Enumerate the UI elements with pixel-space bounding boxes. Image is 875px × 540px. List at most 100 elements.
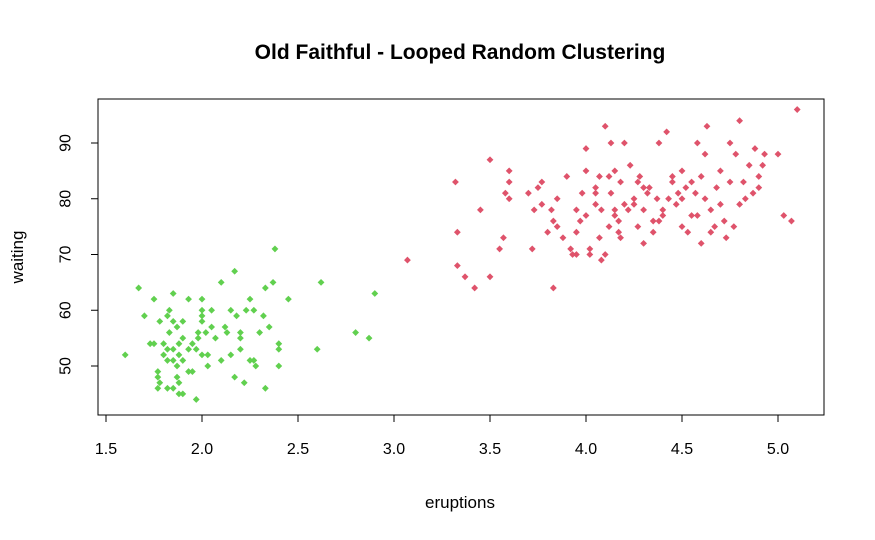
- data-point: [352, 329, 359, 336]
- data-point: [780, 212, 788, 219]
- data-point: [217, 357, 225, 364]
- data-point: [173, 373, 181, 381]
- data-point: [573, 206, 580, 214]
- data-point: [165, 329, 173, 336]
- data-point: [185, 295, 192, 303]
- data-point: [208, 323, 215, 331]
- data-point: [233, 312, 240, 320]
- data-point: [655, 139, 663, 147]
- data-point: [573, 228, 580, 236]
- data-point: [160, 351, 167, 359]
- data-point: [164, 345, 171, 353]
- data-point: [596, 234, 603, 242]
- data-point: [630, 200, 638, 208]
- data-point: [453, 262, 461, 270]
- data-point: [548, 206, 555, 214]
- data-point: [285, 295, 292, 303]
- data-point: [525, 189, 532, 197]
- data-point: [175, 351, 183, 359]
- data-point: [774, 150, 782, 158]
- data-point: [269, 278, 277, 286]
- data-point: [237, 334, 244, 342]
- data-point: [693, 139, 701, 147]
- data-point: [655, 217, 663, 225]
- data-point: [674, 189, 682, 197]
- data-point: [636, 173, 644, 180]
- data-point: [644, 189, 651, 197]
- data-point: [164, 357, 171, 364]
- data-point: [751, 145, 759, 152]
- data-point: [275, 340, 283, 348]
- data-point: [707, 206, 715, 214]
- data-point: [175, 379, 183, 387]
- data-point: [198, 318, 206, 325]
- data-point: [615, 228, 623, 236]
- data-point: [227, 306, 235, 314]
- data-point: [736, 200, 743, 208]
- data-point: [605, 173, 613, 180]
- data-point: [154, 384, 162, 392]
- data-points: [121, 106, 801, 403]
- data-point: [275, 362, 283, 370]
- data-point: [194, 329, 202, 336]
- data-point: [185, 368, 192, 375]
- data-point: [713, 184, 720, 191]
- data-point: [678, 167, 686, 175]
- data-point: [202, 329, 210, 336]
- y-tick-label: 50: [58, 357, 75, 375]
- x-tick-label: 5.0: [767, 441, 789, 458]
- data-point: [601, 122, 609, 130]
- data-point: [741, 195, 749, 203]
- data-point: [759, 161, 767, 169]
- data-point: [697, 239, 705, 247]
- data-point: [534, 184, 542, 191]
- data-point: [672, 200, 680, 208]
- data-point: [592, 200, 599, 208]
- data-point: [634, 178, 642, 186]
- data-point: [198, 351, 206, 359]
- data-point: [793, 106, 801, 113]
- data-point: [755, 184, 763, 191]
- data-point: [275, 345, 283, 353]
- data-point: [231, 373, 239, 381]
- data-point: [596, 173, 603, 180]
- data-point: [452, 178, 459, 186]
- data-point: [693, 212, 701, 219]
- y-tick-label: 60: [58, 301, 75, 319]
- data-point: [624, 206, 632, 214]
- data-point: [240, 379, 248, 387]
- data-point: [146, 340, 154, 348]
- data-point: [717, 167, 724, 175]
- data-point: [720, 217, 728, 225]
- data-point: [682, 184, 690, 191]
- data-point: [154, 373, 162, 381]
- data-point: [726, 178, 734, 186]
- data-point: [626, 161, 634, 169]
- data-point: [164, 312, 171, 320]
- data-point: [621, 200, 628, 208]
- data-point: [559, 234, 567, 242]
- x-tick-label: 2.0: [191, 441, 213, 458]
- data-point: [528, 245, 536, 253]
- data-point: [501, 189, 509, 197]
- data-point: [477, 206, 484, 214]
- data-point: [586, 245, 594, 253]
- data-point: [242, 306, 250, 314]
- data-point: [607, 139, 615, 147]
- data-point: [586, 251, 594, 258]
- data-point: [749, 189, 757, 197]
- y-axis: 50 60 70 80 90: [58, 134, 99, 375]
- data-point: [703, 122, 711, 130]
- data-point: [659, 206, 667, 214]
- y-tick-label: 80: [58, 190, 75, 208]
- data-point: [169, 318, 177, 325]
- data-point: [597, 206, 605, 214]
- data-point: [261, 284, 269, 292]
- data-point: [173, 362, 181, 370]
- data-point: [730, 223, 738, 231]
- data-point: [582, 212, 590, 219]
- data-point: [592, 184, 599, 191]
- data-point: [578, 189, 586, 197]
- data-point: [678, 223, 686, 231]
